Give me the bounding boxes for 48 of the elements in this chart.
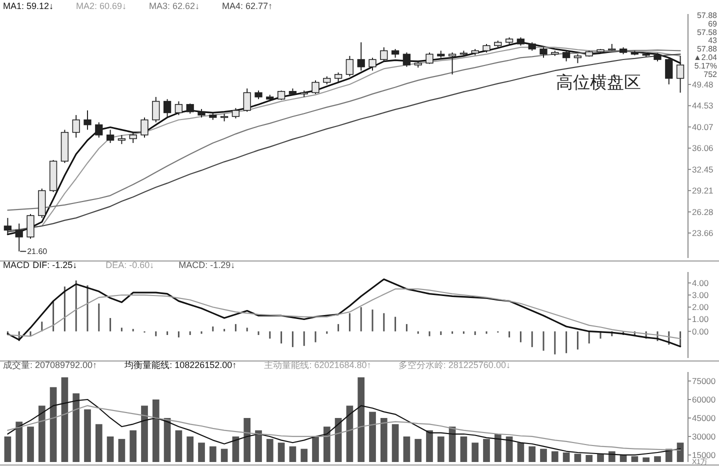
y-tick-label: 26.28 [692, 206, 714, 217]
candlestick [220, 113, 228, 122]
candlestick [4, 217, 12, 235]
y-tick-label: 30000 [692, 431, 716, 442]
line-series [6, 278, 682, 348]
series-label: DIF: -1.25↓ [32, 260, 78, 270]
text: DEA: -0.60↓ [106, 260, 154, 270]
series-label: 成交量: 207089792.00↑ [3, 360, 98, 370]
candlestick [84, 110, 92, 130]
line-series [7, 398, 681, 456]
text: MA4: 62.77↑ [222, 1, 273, 11]
text: 57.88 [696, 44, 718, 54]
y-tick-label: 0.00 [692, 326, 709, 336]
line-series [7, 405, 681, 451]
y-tick-label: 2.00 [692, 302, 709, 312]
y-tick-label: 3.00 [692, 290, 709, 300]
y-tick-label: 23.66 [692, 228, 714, 238]
y-tick-label: 36.06 [692, 143, 714, 154]
text: 43 [708, 36, 718, 46]
text: 57.58 [696, 28, 718, 37]
text: 752 [704, 70, 718, 79]
y-tick-label: 44.53 [692, 100, 714, 111]
text: MA1: 59.12↓ [3, 1, 54, 11]
text: 多空分水岭: 281225760.00↓ [398, 360, 510, 370]
line-series [7, 288, 681, 340]
annotation: 高位横盘区 [556, 73, 641, 93]
y-tick-label: 40.07 [692, 122, 714, 132]
annotation: 21.60 [27, 247, 48, 256]
y-tick-label: 1.00 [692, 314, 709, 324]
text: 均衡量能线: 108226152.00↑ [124, 360, 237, 370]
y-tick-label: 60000 [692, 394, 716, 404]
text: MA2: 60.69↓ [76, 1, 127, 11]
y-tick-label: 45000 [692, 412, 716, 423]
text: 57.88 [696, 11, 718, 20]
y-tick-label: 32.45 [692, 164, 714, 174]
y-tick-label: 49.48 [692, 79, 714, 90]
y-tick-label: 15000 [692, 450, 716, 460]
y-tick-label: 29.21 [692, 186, 714, 196]
y-tick-label: 4.00 [692, 278, 709, 288]
text: ▲2.04 [694, 53, 718, 62]
text: 5.17% [694, 61, 717, 70]
candlestick [676, 55, 684, 94]
text: MACD: -1.29↓ [178, 260, 236, 270]
candlestick [357, 42, 365, 72]
text: MA3: 62.62↓ [149, 1, 200, 11]
text: 69 [708, 19, 718, 28]
chart-title: MACD [3, 260, 30, 270]
y-tick-label: 75000 [692, 376, 716, 386]
